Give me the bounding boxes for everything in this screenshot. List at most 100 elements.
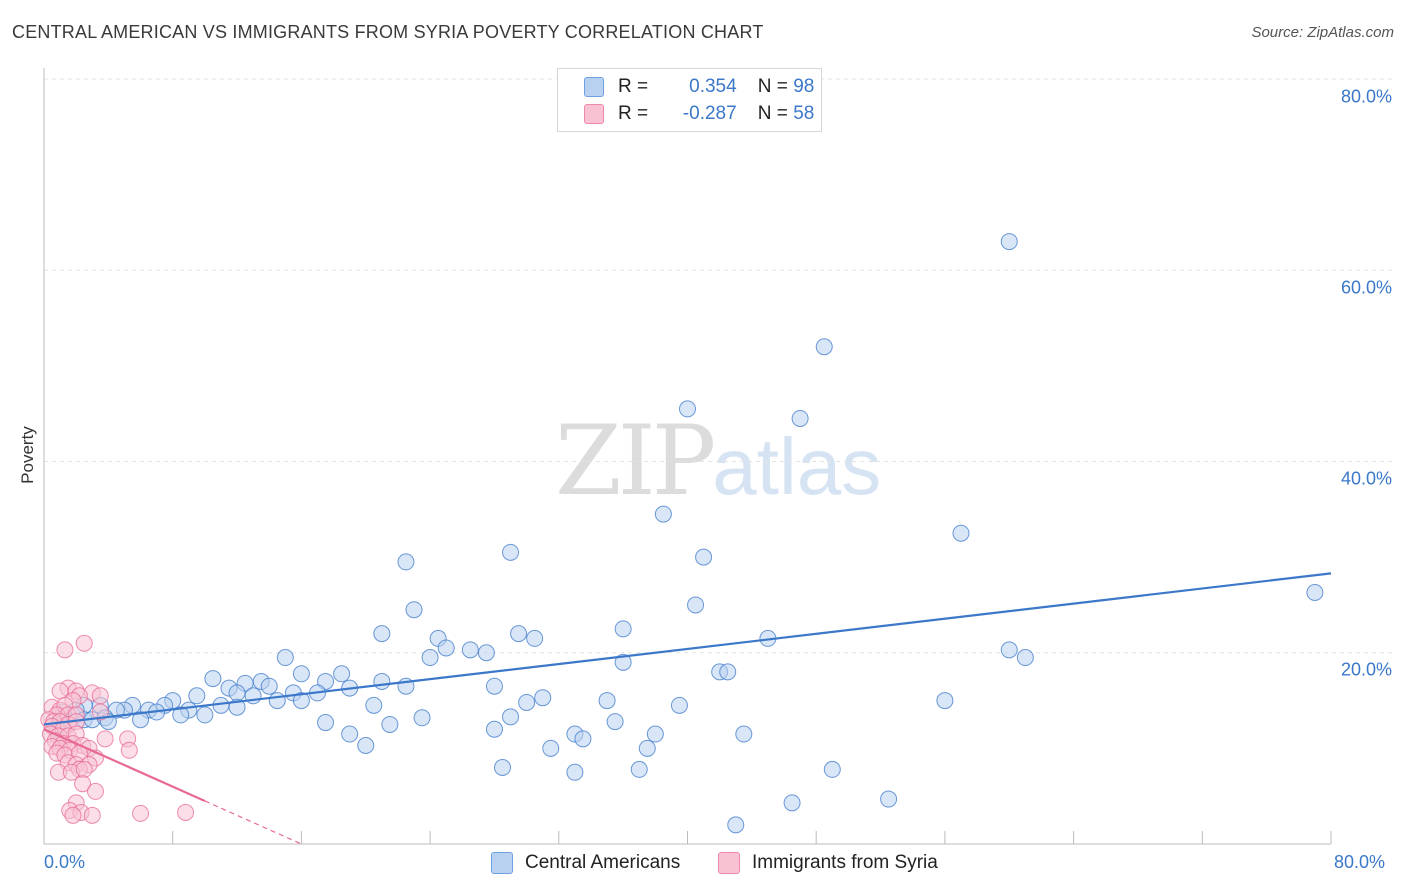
bottom-legend-syria: Immigrants from Syria <box>718 852 938 874</box>
point-central-american <box>566 763 584 781</box>
legend-row-central-americans: R = 0.354 N = 98 <box>584 75 814 99</box>
point-central-american <box>574 730 592 748</box>
point-central-american <box>735 725 753 743</box>
bottom-legend-label: Central Americans <box>525 852 681 873</box>
point-central-american <box>292 665 310 683</box>
point-central-american <box>461 641 479 659</box>
legend-n-value: 58 <box>793 103 815 124</box>
point-central-american <box>823 760 841 778</box>
y-tick-80: 80.0% <box>1340 86 1392 107</box>
point-central-american <box>276 649 294 667</box>
legend-swatch-pink <box>584 104 604 124</box>
point-central-american <box>687 596 705 614</box>
point-syria <box>74 775 92 793</box>
point-central-american <box>502 543 520 561</box>
point-central-american <box>1000 233 1018 251</box>
trend-line-central-americans <box>43 572 1332 726</box>
point-central-american <box>952 524 970 542</box>
point-central-american <box>413 709 431 727</box>
point-syria <box>75 760 93 778</box>
point-central-american <box>421 649 439 667</box>
point-syria <box>83 806 101 824</box>
point-central-american <box>381 715 399 733</box>
point-central-american <box>333 665 351 683</box>
point-central-american <box>341 725 359 743</box>
legend-r-label: R = <box>618 76 649 97</box>
legend: R = 0.354 N = 98 R = -0.287 N = 58 <box>557 68 822 132</box>
point-syria <box>64 806 82 824</box>
legend-n-value: 98 <box>793 76 815 97</box>
legend-n-label: N = <box>757 103 788 124</box>
x-tick-max: 80.0% <box>1334 852 1386 872</box>
point-central-american <box>542 739 560 757</box>
point-central-american <box>534 689 552 707</box>
point-central-american <box>260 677 278 695</box>
point-central-american <box>485 677 503 695</box>
point-central-american <box>437 639 455 657</box>
legend-row-syria: R = -0.287 N = 58 <box>584 102 814 126</box>
point-central-american <box>630 760 648 778</box>
point-central-american <box>268 692 286 710</box>
point-central-american <box>365 696 383 714</box>
point-central-american <box>485 720 503 738</box>
point-syria <box>86 782 104 800</box>
point-central-american <box>638 739 656 757</box>
point-central-american <box>646 725 664 743</box>
point-syria <box>120 741 138 759</box>
chart-title: CENTRAL AMERICAN VS IMMIGRANTS FROM SYRI… <box>12 22 764 42</box>
point-central-american <box>727 816 745 834</box>
point-central-american <box>606 713 624 731</box>
point-central-american <box>1306 584 1324 602</box>
point-central-american <box>695 548 713 566</box>
point-central-american <box>477 644 495 662</box>
point-central-american <box>679 400 696 418</box>
point-central-american <box>292 692 310 710</box>
point-central-american <box>196 706 214 724</box>
point-central-american <box>880 790 898 808</box>
point-central-american <box>719 663 737 681</box>
point-central-american <box>598 692 616 710</box>
point-syria <box>96 730 114 748</box>
bottom-legend-swatch-blue <box>491 852 513 874</box>
point-central-american <box>188 687 206 705</box>
y-tick-20: 20.0% <box>1340 659 1392 680</box>
trend-line-syria <box>43 728 206 802</box>
y-tick-60: 60.0% <box>1340 277 1392 298</box>
legend-swatch-blue <box>584 77 604 97</box>
point-central-american <box>936 692 954 710</box>
source-label: Source: ZipAtlas.com <box>1251 24 1394 41</box>
point-central-american <box>502 708 520 726</box>
point-central-american <box>670 696 688 714</box>
point-central-american <box>228 684 246 702</box>
point-central-american <box>373 625 391 643</box>
point-syria <box>132 804 150 822</box>
point-central-american <box>397 553 415 571</box>
bottom-legend-swatch-pink <box>718 852 740 874</box>
point-central-american <box>815 338 833 356</box>
x-tick-min: 0.0% <box>44 852 86 872</box>
watermark-atlas: atlas <box>712 422 882 511</box>
point-central-american <box>357 737 375 755</box>
legend-r-label: R = <box>618 103 649 124</box>
point-central-american <box>493 759 511 776</box>
point-central-american <box>132 711 150 729</box>
point-central-american <box>791 409 809 427</box>
legend-r-value: 0.354 <box>689 76 737 97</box>
point-central-american <box>518 693 536 711</box>
point-central-american <box>510 625 528 643</box>
point-syria <box>177 803 195 821</box>
point-central-american <box>654 505 672 523</box>
y-tick-40: 40.0% <box>1340 468 1392 489</box>
point-central-american <box>172 706 190 724</box>
point-central-american <box>526 629 544 647</box>
point-central-american <box>614 620 632 638</box>
point-syria <box>75 634 93 652</box>
point-central-american <box>614 653 632 671</box>
point-central-american <box>783 794 801 812</box>
point-central-american <box>204 670 222 688</box>
point-central-american <box>405 601 423 619</box>
point-central-american <box>373 672 391 690</box>
point-central-american <box>1016 649 1034 667</box>
point-central-american <box>317 714 335 732</box>
